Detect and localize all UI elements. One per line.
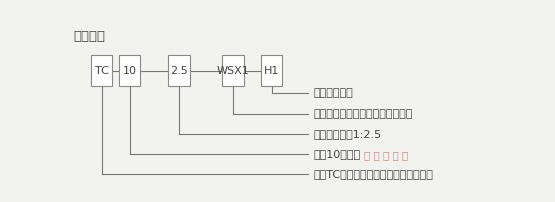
Text: 表示10机型号: 表示10机型号	[314, 149, 361, 159]
Text: 表示水平轴输入、上下轴输出配置: 表示水平轴输入、上下轴输出配置	[314, 109, 413, 119]
Text: WSX1: WSX1	[216, 66, 249, 76]
FancyBboxPatch shape	[168, 55, 190, 86]
Text: TC: TC	[95, 66, 109, 76]
Text: H1: H1	[264, 66, 279, 76]
Text: 2.5: 2.5	[170, 66, 188, 76]
Text: 示例二：: 示例二：	[74, 31, 105, 43]
Text: 10: 10	[123, 66, 137, 76]
Text: 表示TC系列十字螺旋锥齿轮换向减速器: 表示TC系列十字螺旋锥齿轮换向减速器	[314, 169, 433, 179]
FancyBboxPatch shape	[222, 55, 244, 86]
FancyBboxPatch shape	[261, 55, 282, 86]
FancyBboxPatch shape	[91, 55, 112, 86]
Text: 表示传动比为1:2.5: 表示传动比为1:2.5	[314, 129, 382, 139]
Text: 格 鲁 夫 机 械: 格 鲁 夫 机 械	[364, 151, 408, 161]
FancyBboxPatch shape	[119, 55, 140, 86]
Text: 表示安装方位: 表示安装方位	[314, 88, 354, 98]
